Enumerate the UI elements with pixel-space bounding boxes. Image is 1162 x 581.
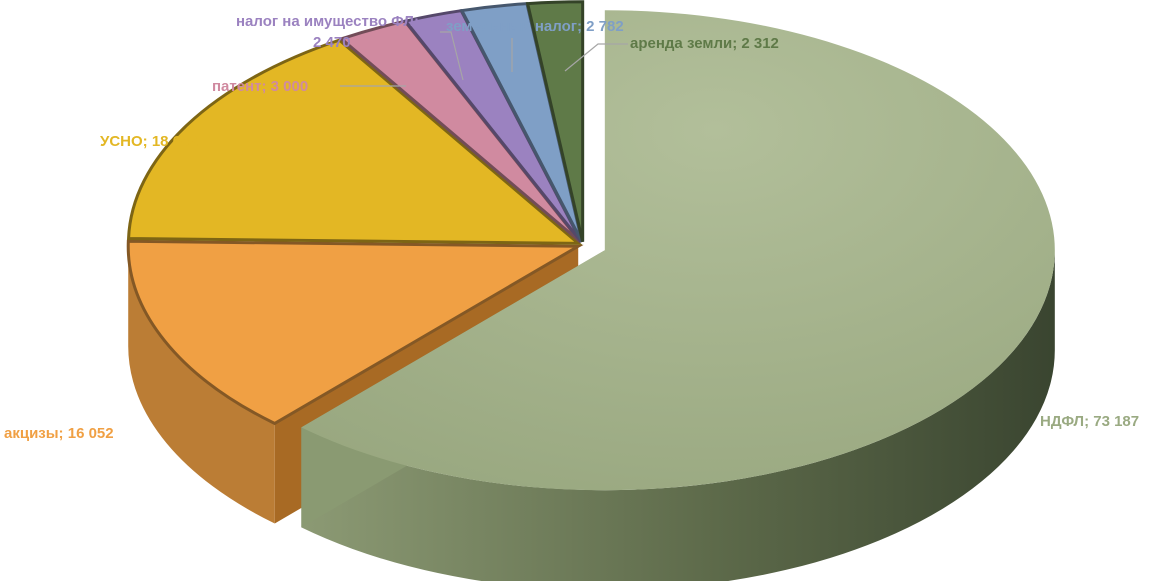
slice-side-ndfl	[301, 250, 1055, 581]
slice-label-imushchestvo-line2: 2 470	[313, 34, 351, 51]
slice-label-ndfl: НДФЛ; 73 187	[1040, 413, 1139, 430]
slice-label-imushchestvo-line1: налог на имущество ФЛ;	[236, 13, 419, 30]
slice-akcizy	[126, 239, 584, 426]
slice-arenda	[525, 0, 585, 243]
leader-line-arenda	[564, 43, 628, 72]
leader-line-imushchestvo	[440, 31, 464, 81]
slice-label-arenda: аренда земли; 2 312	[630, 35, 779, 52]
slice-label-akcizy: акцизы; 16 052	[4, 425, 114, 442]
slice-label-zemelnyi: земельный налог; 2 782	[446, 18, 624, 35]
slice-label-patent: патент; 3 000	[212, 78, 308, 95]
slice-usno	[127, 38, 583, 245]
slice-ndfl	[301, 10, 1055, 491]
slice-side-akcizy	[128, 246, 275, 524]
slice-label-usno: УСНО; 18 662	[100, 133, 198, 150]
